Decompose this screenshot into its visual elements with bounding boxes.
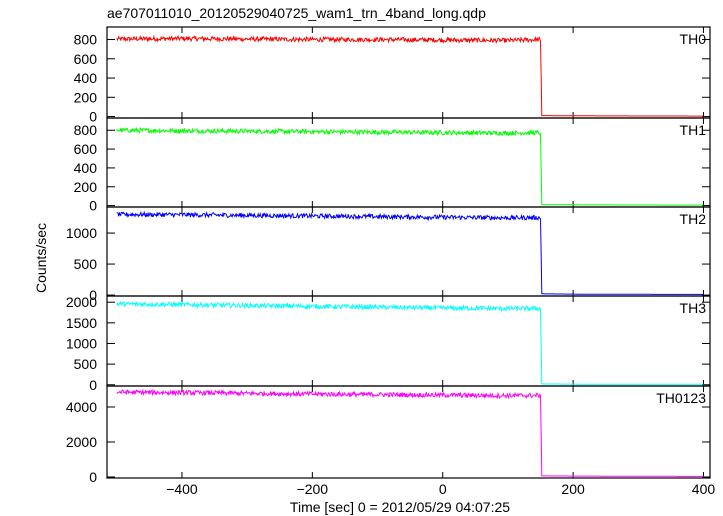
y-tick-label: 400: [74, 160, 98, 176]
y-tick-label: 0: [89, 287, 97, 303]
panel-th0123: 0 2000 4000 TH0123: [66, 385, 711, 485]
y-tick-label: 600: [74, 141, 98, 157]
x-tick-label: 200: [561, 481, 585, 497]
y-tick-label: 400: [74, 70, 98, 86]
x-tick-label: 0: [439, 481, 447, 497]
y-tick-label: 200: [74, 89, 98, 105]
y-axis-label: Counts/sec: [33, 223, 49, 293]
y-tick-label: 500: [74, 356, 98, 372]
series-label: TH2: [680, 211, 707, 227]
y-tick-label: 1500: [66, 315, 97, 331]
y-tick-label: 800: [74, 32, 98, 48]
series-line: [116, 300, 704, 385]
series-line: [116, 34, 704, 117]
series-line: [116, 388, 704, 477]
series-line: [116, 210, 704, 295]
series-label: TH1: [680, 122, 707, 138]
y-tick-label: 4000: [66, 399, 97, 415]
panel-th1: 0 200 400 600 800 TH1: [74, 117, 711, 214]
x-tick-label: 400: [692, 481, 716, 497]
panel-th2: 0 500 1000 TH2: [66, 206, 711, 303]
y-tick-label: 0: [89, 198, 97, 214]
y-tick-label: 600: [74, 51, 98, 67]
series-label: TH3: [680, 300, 707, 316]
y-tick-label: 2000: [66, 294, 97, 310]
y-tick-label: 0: [89, 377, 97, 393]
x-axis-label: Time [sec] 0 = 2012/05/29 04:07:25: [290, 499, 510, 515]
panel-th3: 0 500 1000 1500 2000 TH3: [66, 294, 711, 393]
chart-title: ae707011010_20120529040725_wam1_trn_4ban…: [107, 5, 486, 21]
x-tick-label: −200: [297, 481, 329, 497]
x-tick-label: −400: [166, 481, 198, 497]
panel-frame: [106, 206, 711, 297]
y-tick-label: 2000: [66, 434, 97, 450]
y-tick-label: 0: [89, 469, 97, 485]
series-line: [116, 126, 704, 206]
y-tick-label: 800: [74, 122, 98, 138]
y-tick-label: 1000: [66, 335, 97, 351]
panel-frame: [106, 385, 711, 479]
panel-th0: 0 200 400 600 800 TH0: [74, 26, 711, 125]
y-tick-label: 1000: [66, 225, 97, 241]
y-tick-label: 500: [74, 256, 98, 272]
panels: 0 200 400 600 800 TH0 0 200 400 600 800 TH1 0 500 1000…: [66, 26, 716, 497]
series-label: TH0123: [656, 390, 706, 406]
series-label: TH0: [680, 31, 707, 47]
y-tick-label: 0: [89, 109, 97, 125]
y-tick-label: 200: [74, 179, 98, 195]
panel-frame: [106, 295, 711, 387]
